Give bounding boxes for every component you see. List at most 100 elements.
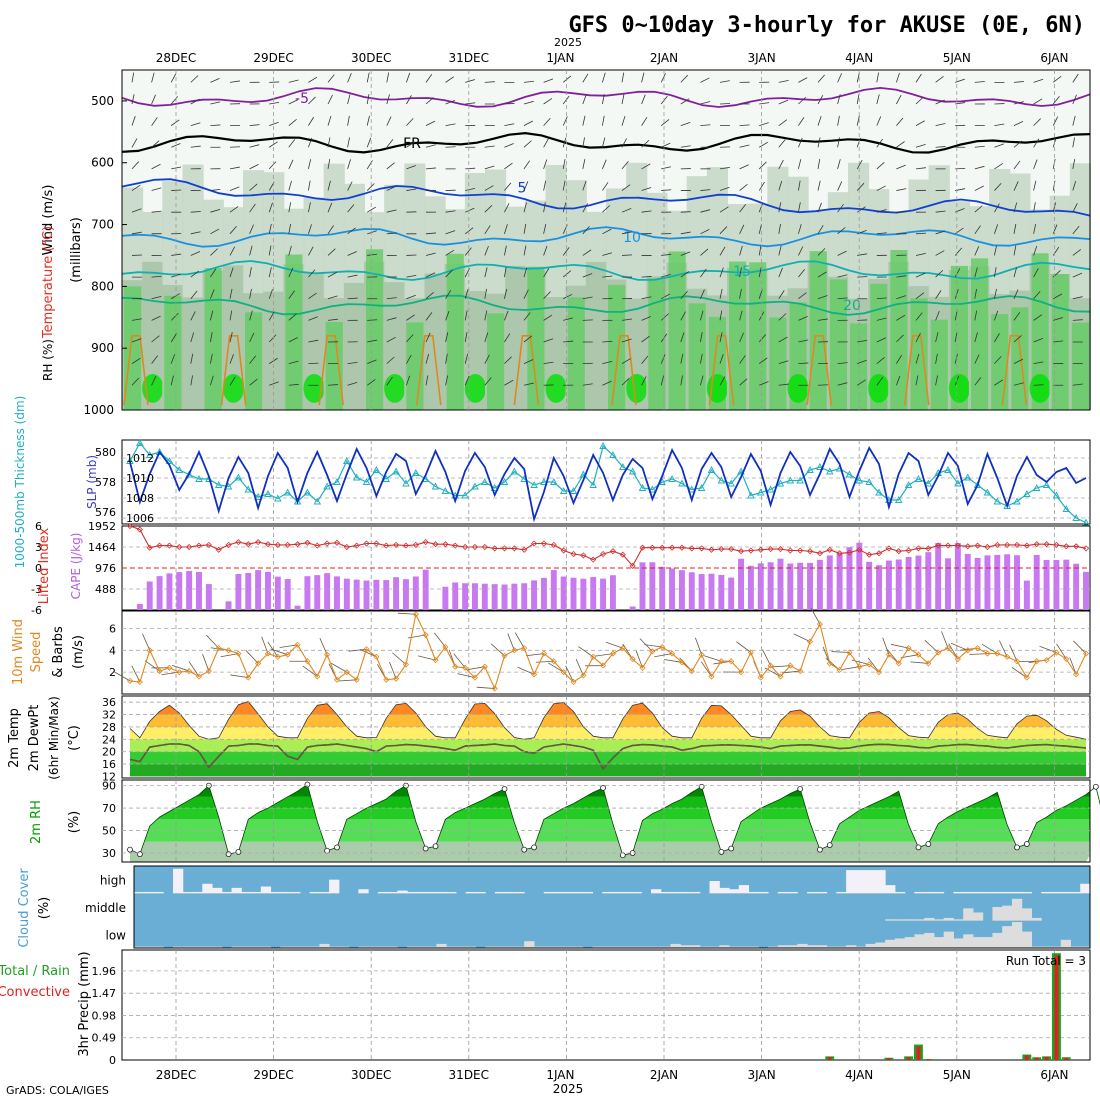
cloud-bar-high — [377, 891, 389, 894]
cloud-bar-high — [572, 891, 584, 894]
li-point — [994, 541, 1001, 548]
wind-barb — [680, 375, 683, 386]
li-point — [205, 541, 212, 548]
wind-barb — [151, 275, 162, 278]
wind-barb — [464, 227, 474, 235]
wind-barb — [465, 79, 475, 83]
bottom-date-label: 5JAN — [943, 1068, 971, 1082]
cloud-bar-high — [670, 891, 681, 894]
precip-convective-bar — [827, 1057, 832, 1060]
wind-barb — [131, 377, 140, 386]
wind-barb — [817, 225, 824, 235]
wind-barb — [994, 224, 999, 234]
wind-barb — [347, 159, 351, 170]
cape-bar — [856, 542, 863, 610]
wind-barb — [954, 332, 958, 343]
wind10-point — [353, 676, 360, 683]
thickness-point — [175, 466, 184, 473]
wind-barb — [210, 208, 221, 213]
cape-bar — [826, 555, 833, 610]
dewpoint-dashed — [129, 743, 1087, 771]
diurnal-isotherm — [611, 334, 637, 406]
wind-barb — [778, 223, 781, 234]
wind-barb — [347, 94, 351, 105]
li-point — [126, 522, 134, 530]
cloud-bar-low — [992, 932, 1003, 948]
thickness-point — [382, 475, 391, 482]
rh2m-point — [127, 846, 133, 853]
rh-patch — [164, 295, 182, 410]
wind-barb — [327, 202, 333, 213]
cloud-bar-low — [1011, 922, 1023, 948]
wind-barb — [425, 167, 436, 170]
cloud-bar-low — [524, 941, 535, 948]
wind-barb — [465, 167, 476, 170]
wind10-point — [314, 673, 321, 680]
wind-barb — [739, 204, 747, 213]
wind-barb — [249, 144, 260, 148]
wind10-point — [324, 651, 331, 658]
wind10-point — [994, 650, 1001, 657]
wind-barb — [661, 166, 672, 170]
thickness-point — [313, 497, 322, 505]
thickness-point — [352, 473, 361, 481]
wind-barb — [190, 375, 193, 386]
wind-barb — [249, 378, 258, 386]
wind10-point — [609, 650, 616, 657]
panel-frame — [121, 69, 1091, 411]
cape-bar — [747, 565, 754, 610]
cloud-bar-high — [894, 891, 906, 894]
wind-barb — [210, 228, 220, 235]
wind-barb — [386, 336, 396, 343]
wind-barb — [445, 146, 456, 148]
precip-convective-bar — [1024, 1055, 1029, 1060]
cloud-bar-low — [465, 946, 476, 948]
top-date-label: 1JAN — [546, 51, 574, 65]
rh2m-point — [1092, 783, 1099, 790]
cloud-bar-low — [690, 945, 701, 948]
thickness-point — [264, 490, 272, 497]
wind-barb — [994, 203, 1000, 213]
wind-barb — [719, 376, 726, 386]
wind-barb — [151, 355, 158, 364]
wind-barb — [582, 249, 592, 256]
cape-bar — [393, 577, 400, 610]
wind-barb — [445, 249, 455, 256]
wind-barb — [445, 269, 453, 278]
rh2m-point — [816, 846, 823, 853]
precip-tick-label: 1.96 — [92, 965, 117, 978]
rh-patch — [446, 253, 464, 410]
wind-barb — [210, 289, 215, 299]
thickness-point — [303, 488, 312, 496]
wind-barb — [1033, 384, 1044, 386]
wind-barb — [425, 272, 436, 278]
wind-barb — [445, 230, 456, 235]
wind10-point — [225, 647, 232, 654]
rh-tick-label: 90 — [102, 780, 116, 793]
cloud-bar-low — [153, 946, 164, 948]
wind-barb — [308, 180, 311, 191]
wind10-barb — [202, 654, 210, 672]
wind-barb — [523, 140, 532, 148]
wind-barb — [915, 353, 920, 364]
li-point — [491, 545, 498, 552]
precip-convective-bar — [886, 1058, 891, 1060]
cloud-bar-low — [485, 946, 496, 948]
cape-bar — [245, 572, 252, 610]
wind-barb — [229, 354, 234, 364]
thickness-point — [392, 467, 400, 475]
wind-barb — [758, 334, 767, 343]
li-point — [373, 540, 380, 547]
wind10-barb — [144, 660, 160, 672]
cape-bar — [1043, 559, 1050, 610]
wind-barb — [210, 353, 213, 364]
li-point — [225, 541, 232, 548]
rh-patch — [124, 286, 142, 410]
top-date-label: 5JAN — [943, 51, 971, 65]
wind-barb — [641, 116, 648, 126]
wind-barb — [1052, 224, 1058, 234]
wind-barb — [817, 74, 825, 83]
wind-barb — [602, 228, 612, 235]
wind-barb — [151, 94, 156, 105]
wind10-point — [678, 659, 685, 666]
